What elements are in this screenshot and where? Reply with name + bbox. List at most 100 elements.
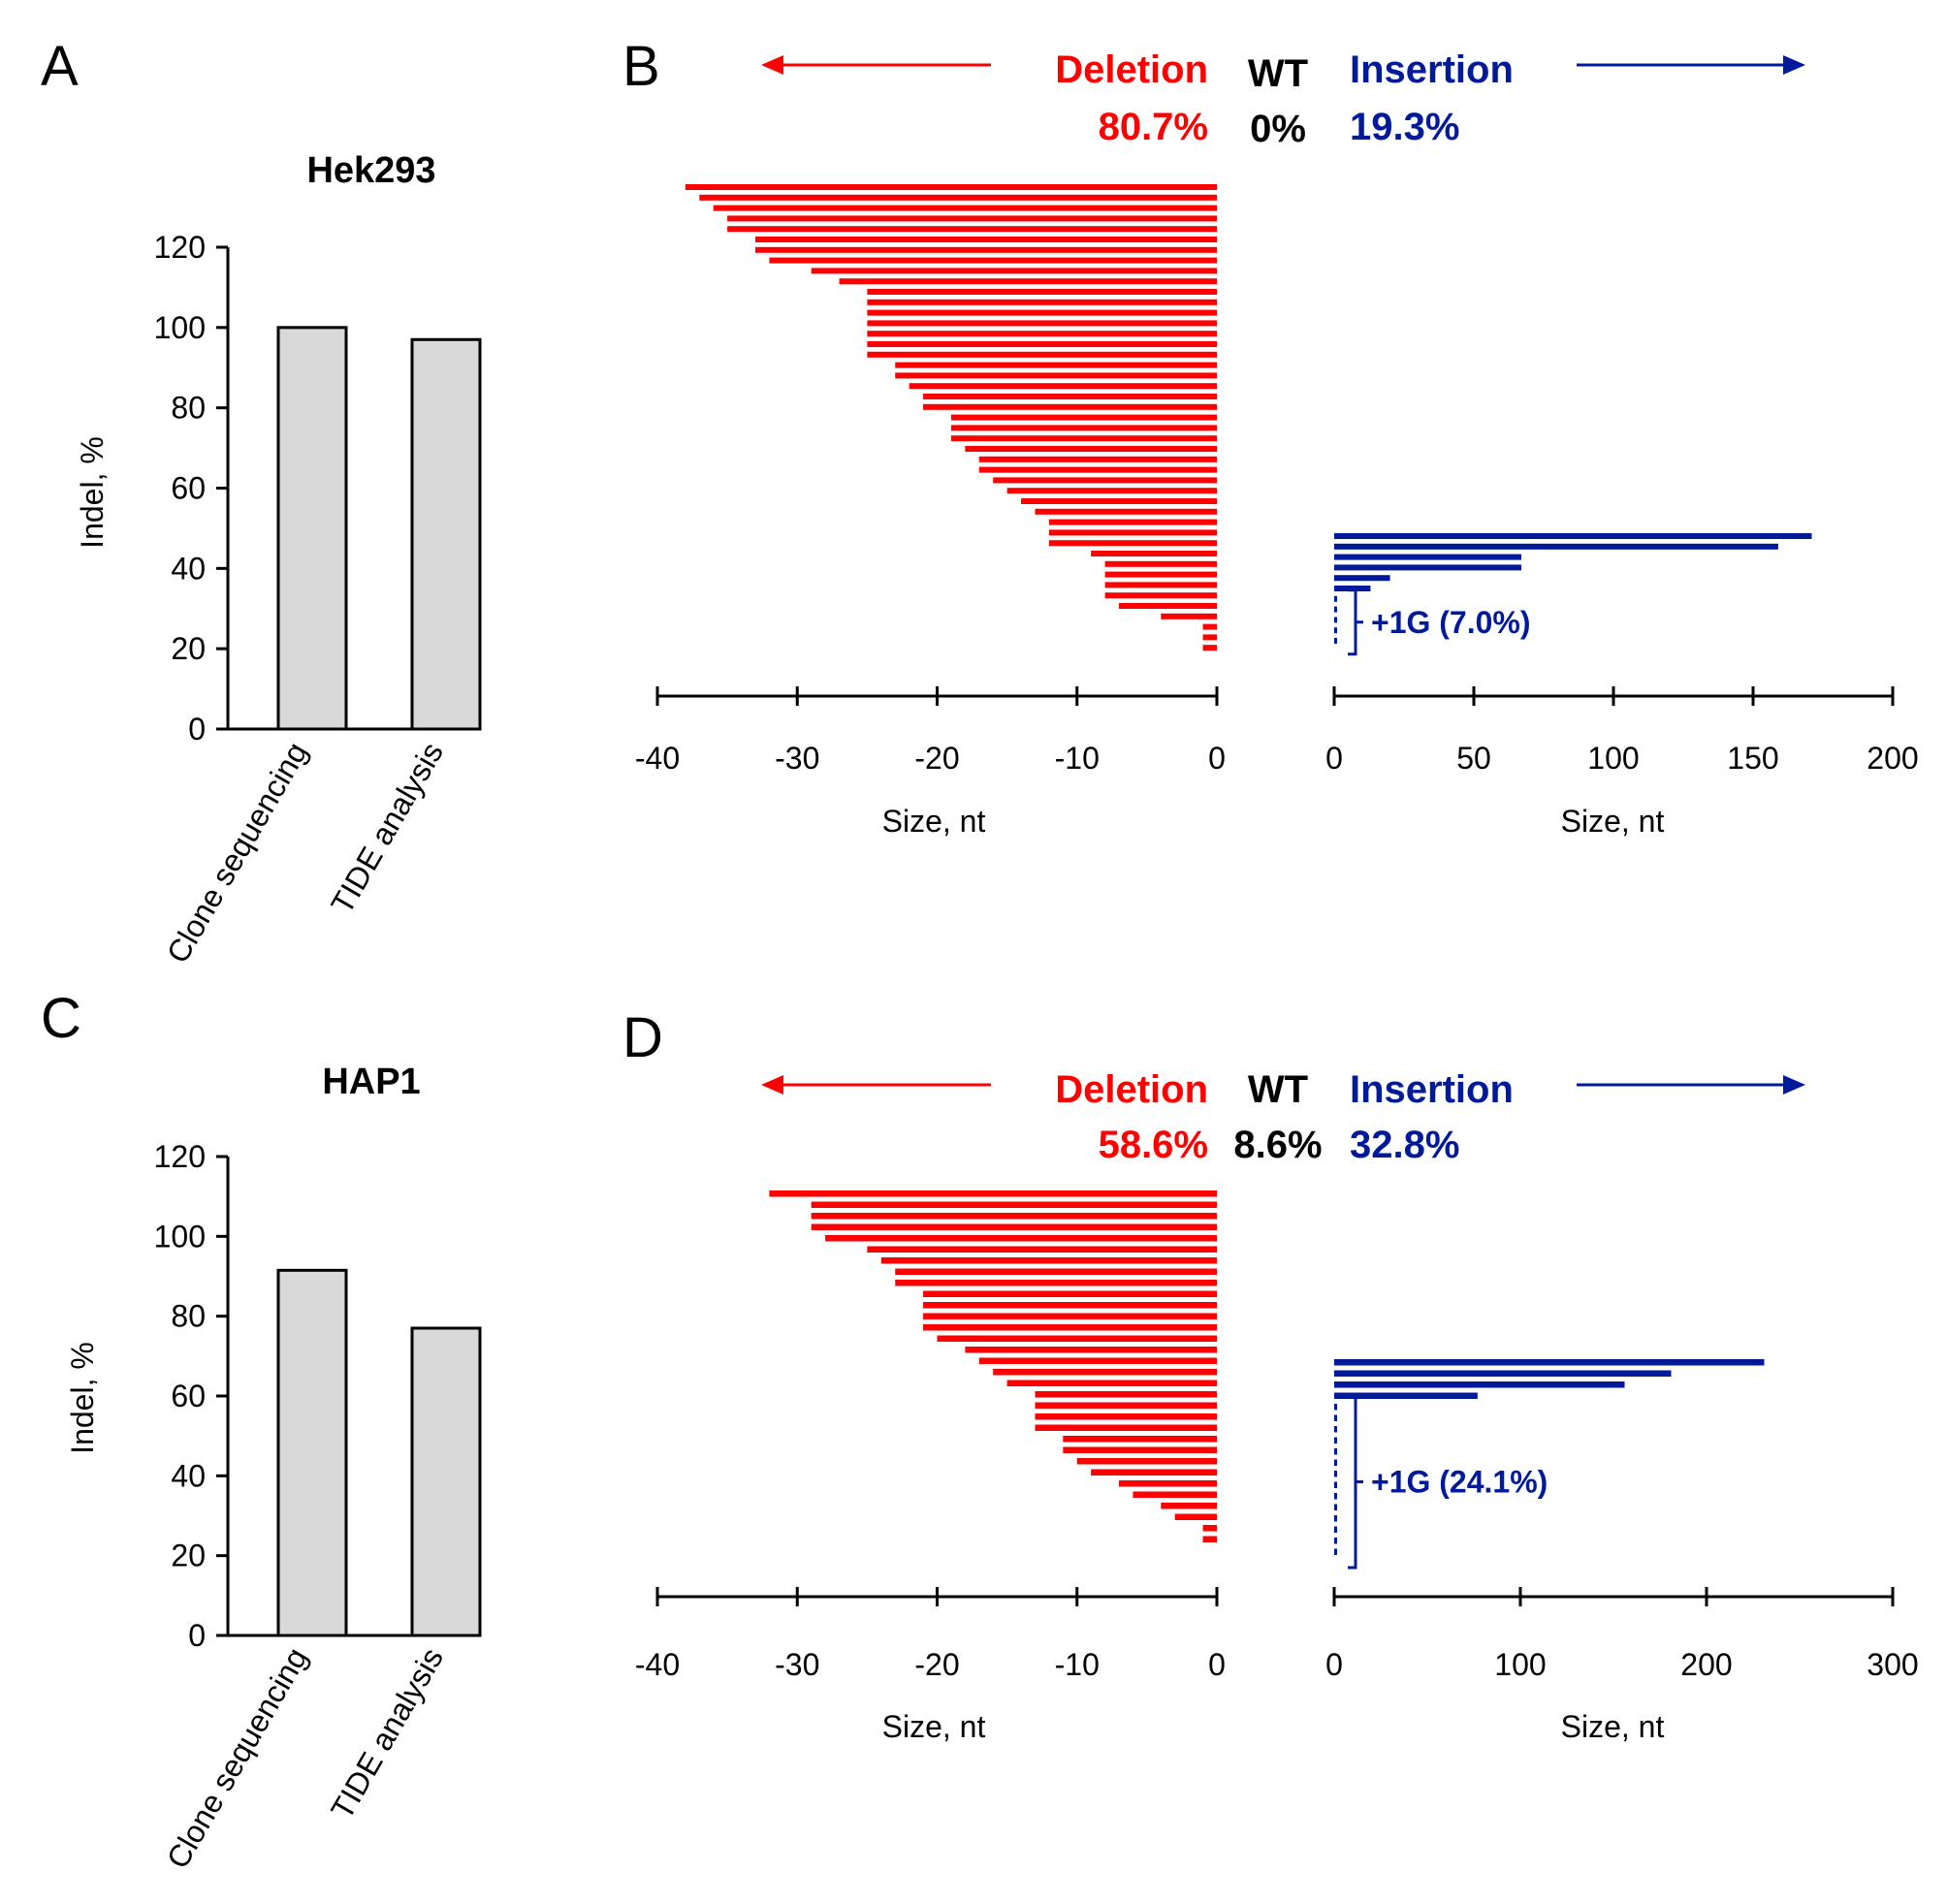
deletion-bar: [825, 1235, 1217, 1242]
deletion-bar: [867, 351, 1217, 358]
deletion-bar: [1133, 1491, 1217, 1498]
panel-letter-b: B: [622, 35, 660, 98]
x-category-label: Clone sequencing: [160, 1642, 314, 1875]
x-tick-label: -30: [775, 1647, 819, 1682]
x-tick-label: 100: [1494, 1647, 1546, 1682]
plus1g-bar: [1334, 1515, 1337, 1522]
bar: [410, 337, 482, 731]
chart-title: HAP1: [322, 1062, 420, 1102]
plus1g-bar: [1334, 1414, 1337, 1421]
x-tick-label: 200: [1867, 741, 1918, 776]
panel-letter-d: D: [622, 1006, 663, 1069]
deletion-bar: [1063, 1446, 1217, 1453]
deletion-bar: [950, 414, 1217, 421]
panel-a: A Hek293 Indel, % 0 20 40 60 80 100 120 …: [41, 35, 450, 968]
deletion-bar: [1202, 634, 1217, 641]
x-tick-label: 0: [1325, 1647, 1343, 1682]
insertion-bar: [1334, 554, 1521, 560]
y-tick-label: 0: [188, 712, 206, 746]
x-tick-label: 0: [1325, 741, 1343, 776]
x-category-label: Clone sequencing: [160, 737, 314, 969]
x-category-label: TIDE analysis: [324, 1642, 450, 1825]
y-tick-label: 120: [154, 230, 206, 265]
plus1g-bar: [1334, 627, 1337, 634]
plus1g-bar: [1334, 1493, 1337, 1500]
deletion-bar: [923, 394, 1217, 399]
deletion-bar: [685, 184, 1217, 190]
deletion-bar: [699, 194, 1217, 201]
deletion-bar: [1119, 1480, 1217, 1487]
y-tick-label: 0: [188, 1618, 206, 1653]
insertion-label: Insertion: [1350, 48, 1514, 91]
deletion-bar: [895, 372, 1217, 379]
y-tick-label: 80: [171, 1299, 206, 1334]
deletion-bar: [950, 435, 1217, 442]
deletion-bar: [754, 246, 1217, 253]
insertion-x-axis-label: Size, nt: [1561, 1709, 1665, 1744]
deletion-bar: [895, 362, 1217, 368]
deletion-bar: [1048, 519, 1217, 525]
y-tick-label: 60: [171, 1379, 206, 1413]
panel-letter-c: C: [41, 987, 81, 1050]
deletion-bar: [811, 1223, 1217, 1230]
deletion-bar: [1006, 488, 1217, 494]
x-tick-label: -40: [635, 1647, 680, 1682]
x-category-label: TIDE analysis: [324, 737, 450, 920]
deletion-bar: [978, 466, 1217, 473]
deletion-bar: [1104, 592, 1217, 599]
plus1g-bar: [1334, 1471, 1337, 1477]
deletion-bar: [867, 299, 1217, 305]
deletion-bar: [1104, 582, 1217, 588]
bar: [276, 1268, 348, 1637]
insertion-arrow: [1577, 55, 1805, 75]
wt-label: WT: [1248, 1068, 1308, 1111]
deletion-bar: [895, 1280, 1217, 1286]
insertion-x-axis-label: Size, nt: [1561, 804, 1665, 839]
insertion-bar: [1334, 543, 1778, 550]
plus1g-bar: [1334, 1481, 1337, 1488]
deletion-x-tick-labels: -40 -30 -20 -10 0: [635, 741, 1226, 776]
deletion-bar: [1119, 603, 1217, 609]
plus1g-annotation: +1G (7.0%): [1371, 605, 1531, 640]
bar: [410, 1326, 482, 1637]
deletion-bar: [1035, 508, 1217, 515]
wt-percent: 0%: [1250, 108, 1306, 150]
deletion-bar: [1202, 623, 1217, 630]
deletion-bar: [1202, 1536, 1217, 1542]
plus1g-bracket: [1348, 588, 1363, 656]
plus1g-bar: [1334, 1448, 1337, 1455]
deletion-bar: [1076, 1458, 1217, 1465]
deletion-bar: [895, 1268, 1217, 1275]
y-tick-label: 40: [171, 1458, 206, 1493]
deletion-bar: [1202, 645, 1217, 651]
deletion-bar: [1035, 1391, 1217, 1398]
deletion-bar: [1063, 1436, 1217, 1443]
deletion-bar: [1091, 551, 1217, 556]
x-tick-label: -20: [914, 741, 959, 776]
plus1g-bar: [1334, 1404, 1337, 1411]
plus1g-bar: [1334, 638, 1337, 644]
deletion-bar: [937, 1335, 1217, 1342]
wt-percent: 8.6%: [1233, 1124, 1322, 1166]
deletion-x-axis-label: Size, nt: [882, 1709, 986, 1744]
deletion-bar: [923, 403, 1217, 410]
x-tick-label: -10: [1055, 741, 1100, 776]
insertion-bar: [1334, 586, 1371, 591]
plus1g-bar: [1334, 1538, 1337, 1544]
deletion-bar: [754, 237, 1217, 242]
plus1g-bar: [1334, 606, 1337, 613]
deletion-bar: [993, 477, 1217, 484]
deletion-bar: [839, 278, 1217, 285]
deletion-label: Deletion: [1055, 48, 1208, 91]
insertion-x-tick-labels: 0 100 200 300: [1325, 1647, 1919, 1682]
deletion-arrow: [761, 55, 991, 75]
deletion-x-axis-label: Size, nt: [882, 804, 986, 839]
y-tick-label: 80: [171, 391, 206, 426]
deletion-bar: [811, 1213, 1217, 1220]
deletion-bar: [965, 1347, 1217, 1353]
plus1g-bar: [1334, 1548, 1337, 1555]
deletion-bar: [1202, 1525, 1217, 1532]
deletion-bar: [923, 1324, 1217, 1331]
insertion-bar: [1334, 1370, 1672, 1377]
